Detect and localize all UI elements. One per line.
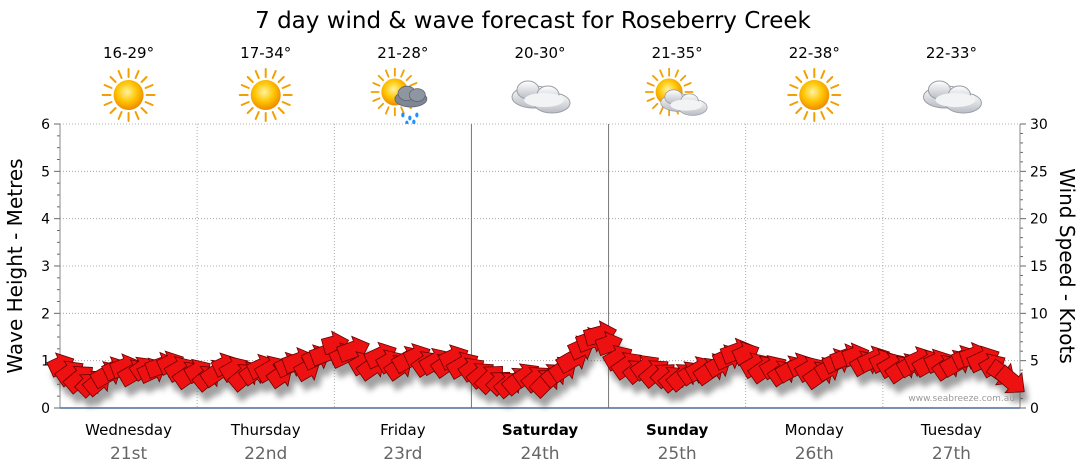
day-date-label: 23rd	[383, 444, 422, 464]
sun-rain-cloud-icon	[370, 67, 428, 126]
left-tick-labels: 0 1 2 3 4 5 6	[41, 117, 50, 417]
day-date-label: 26th	[795, 444, 834, 464]
day-temp: 17-34°	[240, 44, 291, 62]
right-tick-label: 25	[1030, 164, 1048, 180]
chart-title: 7 day wind & wave forecast for Roseberry…	[255, 8, 811, 34]
day-date-label: 24th	[520, 444, 559, 464]
day-axis-labels: Wednesday 21st Thursday 22nd Friday 23rd Satur…	[85, 421, 982, 464]
left-axis-label: Wave Height - Metres	[3, 158, 27, 373]
right-tick-label: 0	[1030, 401, 1039, 417]
right-tick-label: 20	[1030, 212, 1048, 228]
right-tick-label: 10	[1030, 306, 1048, 322]
sun-icon	[101, 68, 156, 122]
day-name-label: Thursday	[230, 421, 301, 439]
day-name-label: Saturday	[502, 421, 579, 439]
day-name-label: Friday	[380, 421, 426, 439]
day-temp: 22-38°	[789, 44, 840, 62]
day-name-label: Tuesday	[920, 421, 982, 439]
right-tick-labels: 0 5 10 15 20 25 30	[1030, 117, 1048, 417]
day-name-label: Sunday	[646, 421, 709, 439]
day-temp: 16-29°	[103, 44, 154, 62]
left-tick-label: 3	[41, 259, 50, 275]
left-tick-label: 5	[41, 164, 50, 180]
day-temp: 22-33°	[926, 44, 977, 62]
day-temp: 20-30°	[514, 44, 565, 62]
left-tick-label: 4	[41, 212, 50, 228]
cloud-icon	[511, 80, 571, 114]
day-date-label: 21st	[110, 444, 147, 464]
day-date-label: 27th	[932, 444, 971, 464]
day-name-label: Wednesday	[85, 421, 172, 439]
right-tick-label: 15	[1030, 259, 1048, 275]
right-axis-label: Wind Speed - Knots	[1055, 168, 1079, 364]
day-name-label: Monday	[785, 421, 844, 439]
day-forecast-header: 16-29° 17-34° 21-28° 20-30° 21-35° 22-38° 22-3…	[101, 44, 982, 126]
left-tick-label: 2	[41, 306, 50, 322]
sun-icon	[238, 68, 293, 122]
right-tick-label: 30	[1030, 117, 1048, 133]
credit-text: www.seabreeze.com.au	[908, 394, 1015, 404]
cloud-icon	[922, 80, 982, 114]
wind-arrow	[994, 364, 1025, 394]
right-tick-label: 5	[1030, 354, 1039, 370]
day-temp: 21-28°	[377, 44, 428, 62]
sun-cloud-icon	[644, 67, 708, 117]
day-date-label: 22nd	[244, 444, 287, 464]
sun-icon	[787, 68, 842, 122]
day-date-label: 25th	[658, 444, 697, 464]
left-tick-label: 1	[41, 354, 50, 370]
left-tick-label: 0	[41, 401, 50, 417]
left-tick-label: 6	[41, 117, 50, 133]
day-temp: 21-35°	[652, 44, 703, 62]
wind-arrows	[46, 320, 1025, 400]
